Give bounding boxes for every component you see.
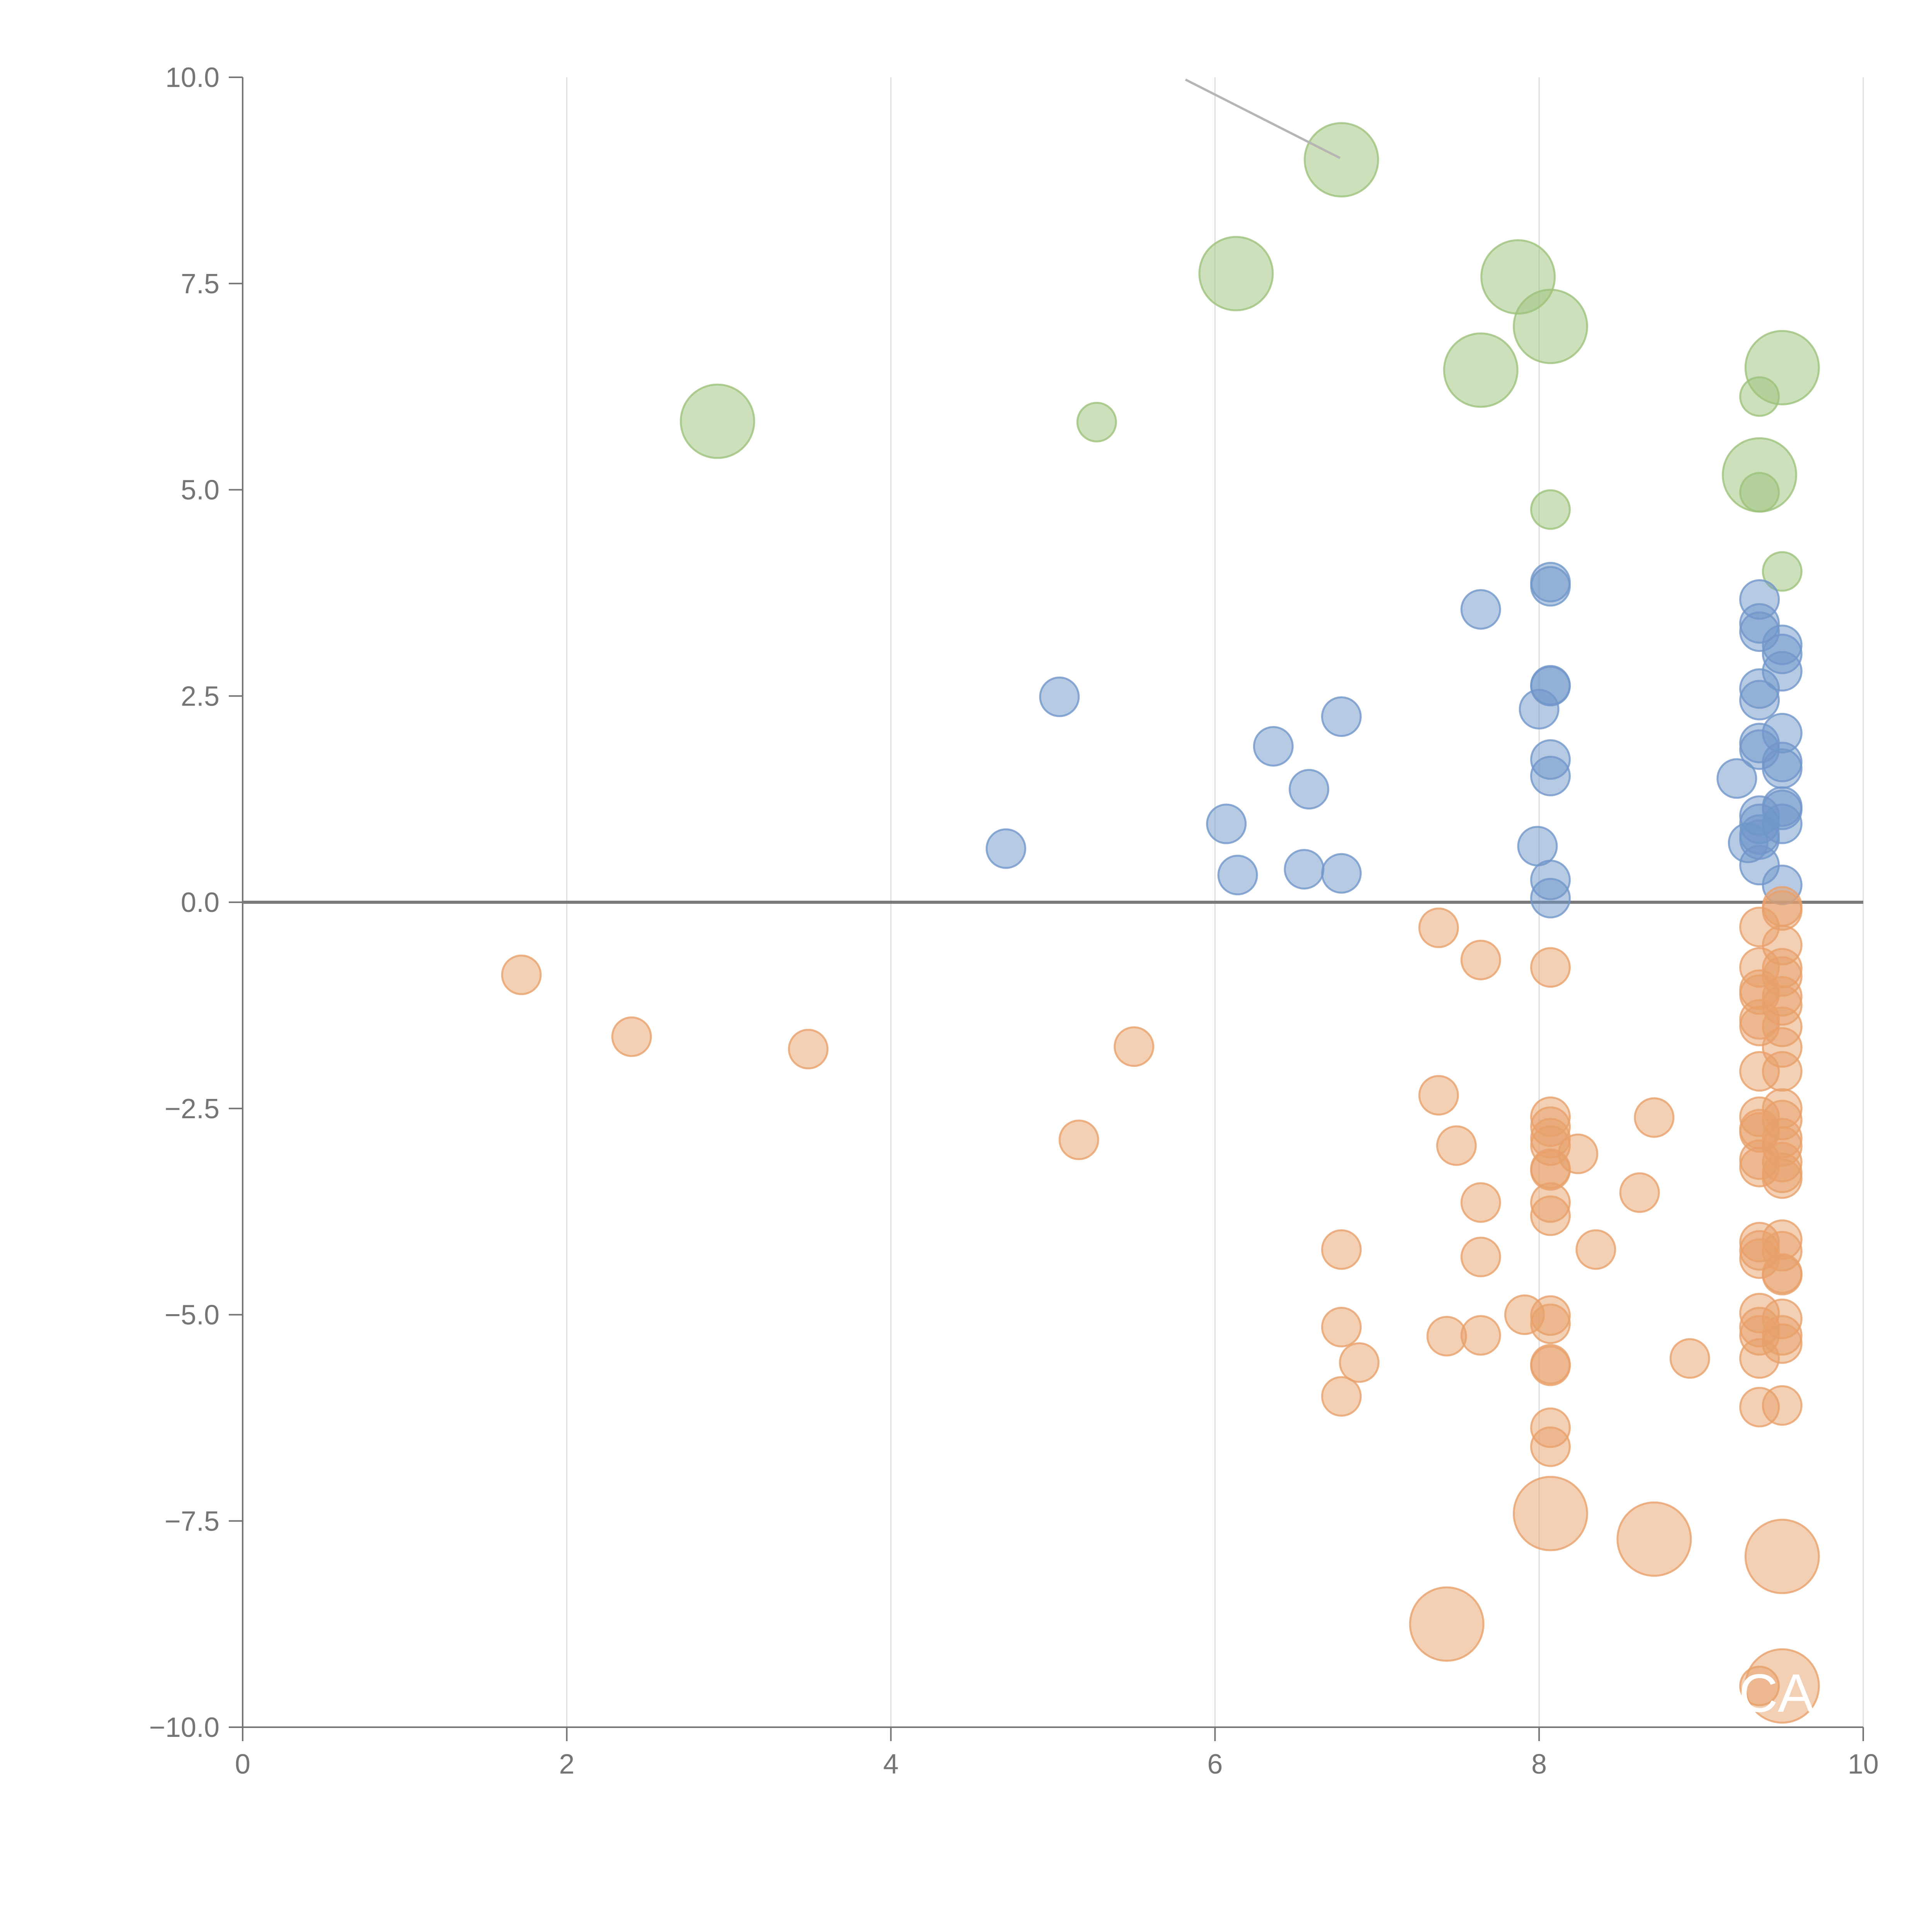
data-point (1519, 689, 1560, 730)
data-point (1669, 1338, 1710, 1379)
y-tick-label: −10.0 (149, 1712, 219, 1743)
data-point (1321, 696, 1362, 737)
data-point (1321, 1307, 1362, 1348)
data-point (1762, 1385, 1803, 1426)
data-point (1321, 1229, 1362, 1270)
data-point (1460, 1315, 1501, 1356)
data-point (1744, 1519, 1820, 1594)
data-point (1530, 1345, 1571, 1386)
y-tick-label: 2.5 (181, 681, 219, 712)
tick-labels: 10.0 7.5 5.0 2.5 0.0 −2.5 −5.0 −7.5 −10.0 0 2 4 6 8 10 (149, 62, 1879, 1780)
data-point (1076, 401, 1117, 442)
data-point (1253, 726, 1294, 767)
data-point (1716, 758, 1757, 799)
x-tick-label: 8 (1531, 1749, 1547, 1780)
data-point (1443, 332, 1519, 408)
y-tick-label: −5.0 (165, 1300, 219, 1331)
data-point (1284, 849, 1325, 890)
data-point (501, 954, 542, 995)
data-point (985, 828, 1026, 869)
data-point (1198, 236, 1274, 311)
data-point (1744, 1648, 1820, 1724)
leader-line (1185, 78, 1341, 159)
data-point (1289, 769, 1330, 810)
data-point (1762, 551, 1803, 592)
data-point (788, 1029, 829, 1070)
data-point (1460, 589, 1501, 630)
data-point (1619, 1172, 1660, 1213)
data-point (1513, 1476, 1588, 1551)
data-point (1530, 878, 1571, 918)
data-point (1616, 1501, 1692, 1577)
data-point (1217, 855, 1258, 896)
data-point (1530, 489, 1571, 530)
series-label: CA (1739, 1663, 1814, 1723)
data-point (1517, 826, 1558, 867)
y-tick-label: −7.5 (165, 1506, 219, 1537)
data-point (1739, 680, 1780, 721)
data-point (1321, 1376, 1362, 1417)
data-point (1460, 1236, 1501, 1277)
data-point (1762, 748, 1803, 789)
data-point (1530, 566, 1571, 607)
data-point (1206, 803, 1247, 844)
y-tick-label: 0.0 (181, 887, 219, 918)
data-point (1418, 907, 1459, 948)
data-point (1039, 676, 1080, 717)
data-point (1460, 1182, 1501, 1223)
data-point (1530, 947, 1571, 988)
y-tick-label: 10.0 (165, 62, 219, 93)
data-point (1460, 939, 1501, 980)
x-tick-label: 4 (883, 1749, 899, 1780)
data-point (1426, 1316, 1467, 1357)
y-tick-label: 5.0 (181, 475, 219, 506)
data-point (1114, 1026, 1155, 1067)
data-point (1762, 1255, 1803, 1296)
data-point (1739, 1338, 1780, 1379)
x-tick-label: 2 (559, 1749, 575, 1780)
x-tick-label: 0 (235, 1749, 250, 1780)
data-point (1530, 1195, 1571, 1236)
data-point (1418, 1075, 1459, 1116)
data-point (1409, 1586, 1485, 1662)
x-tick-label: 10 (1848, 1749, 1879, 1780)
data-point (1321, 853, 1362, 894)
data-point (1762, 1158, 1803, 1199)
data-point (611, 1016, 652, 1057)
data-point (1739, 376, 1780, 417)
data-point (680, 383, 755, 459)
data-point (1575, 1229, 1616, 1270)
y-tick-label: 7.5 (181, 269, 219, 299)
data-point (1513, 289, 1588, 364)
data-point (1530, 1303, 1571, 1344)
data-point (1339, 1342, 1380, 1383)
annotations: CA (1185, 78, 1814, 1723)
axes (229, 77, 1864, 1741)
data-point (1739, 472, 1780, 513)
data-point (1530, 755, 1571, 796)
data-point (1058, 1119, 1099, 1160)
data-point (1304, 122, 1379, 197)
data-point (1530, 1426, 1571, 1467)
data-point (1762, 1051, 1803, 1092)
data-point (1436, 1125, 1477, 1166)
data-point (1634, 1097, 1675, 1138)
x-tick-label: 6 (1207, 1749, 1223, 1780)
y-tick-label: −2.5 (165, 1094, 219, 1124)
data-points (501, 122, 1820, 1724)
